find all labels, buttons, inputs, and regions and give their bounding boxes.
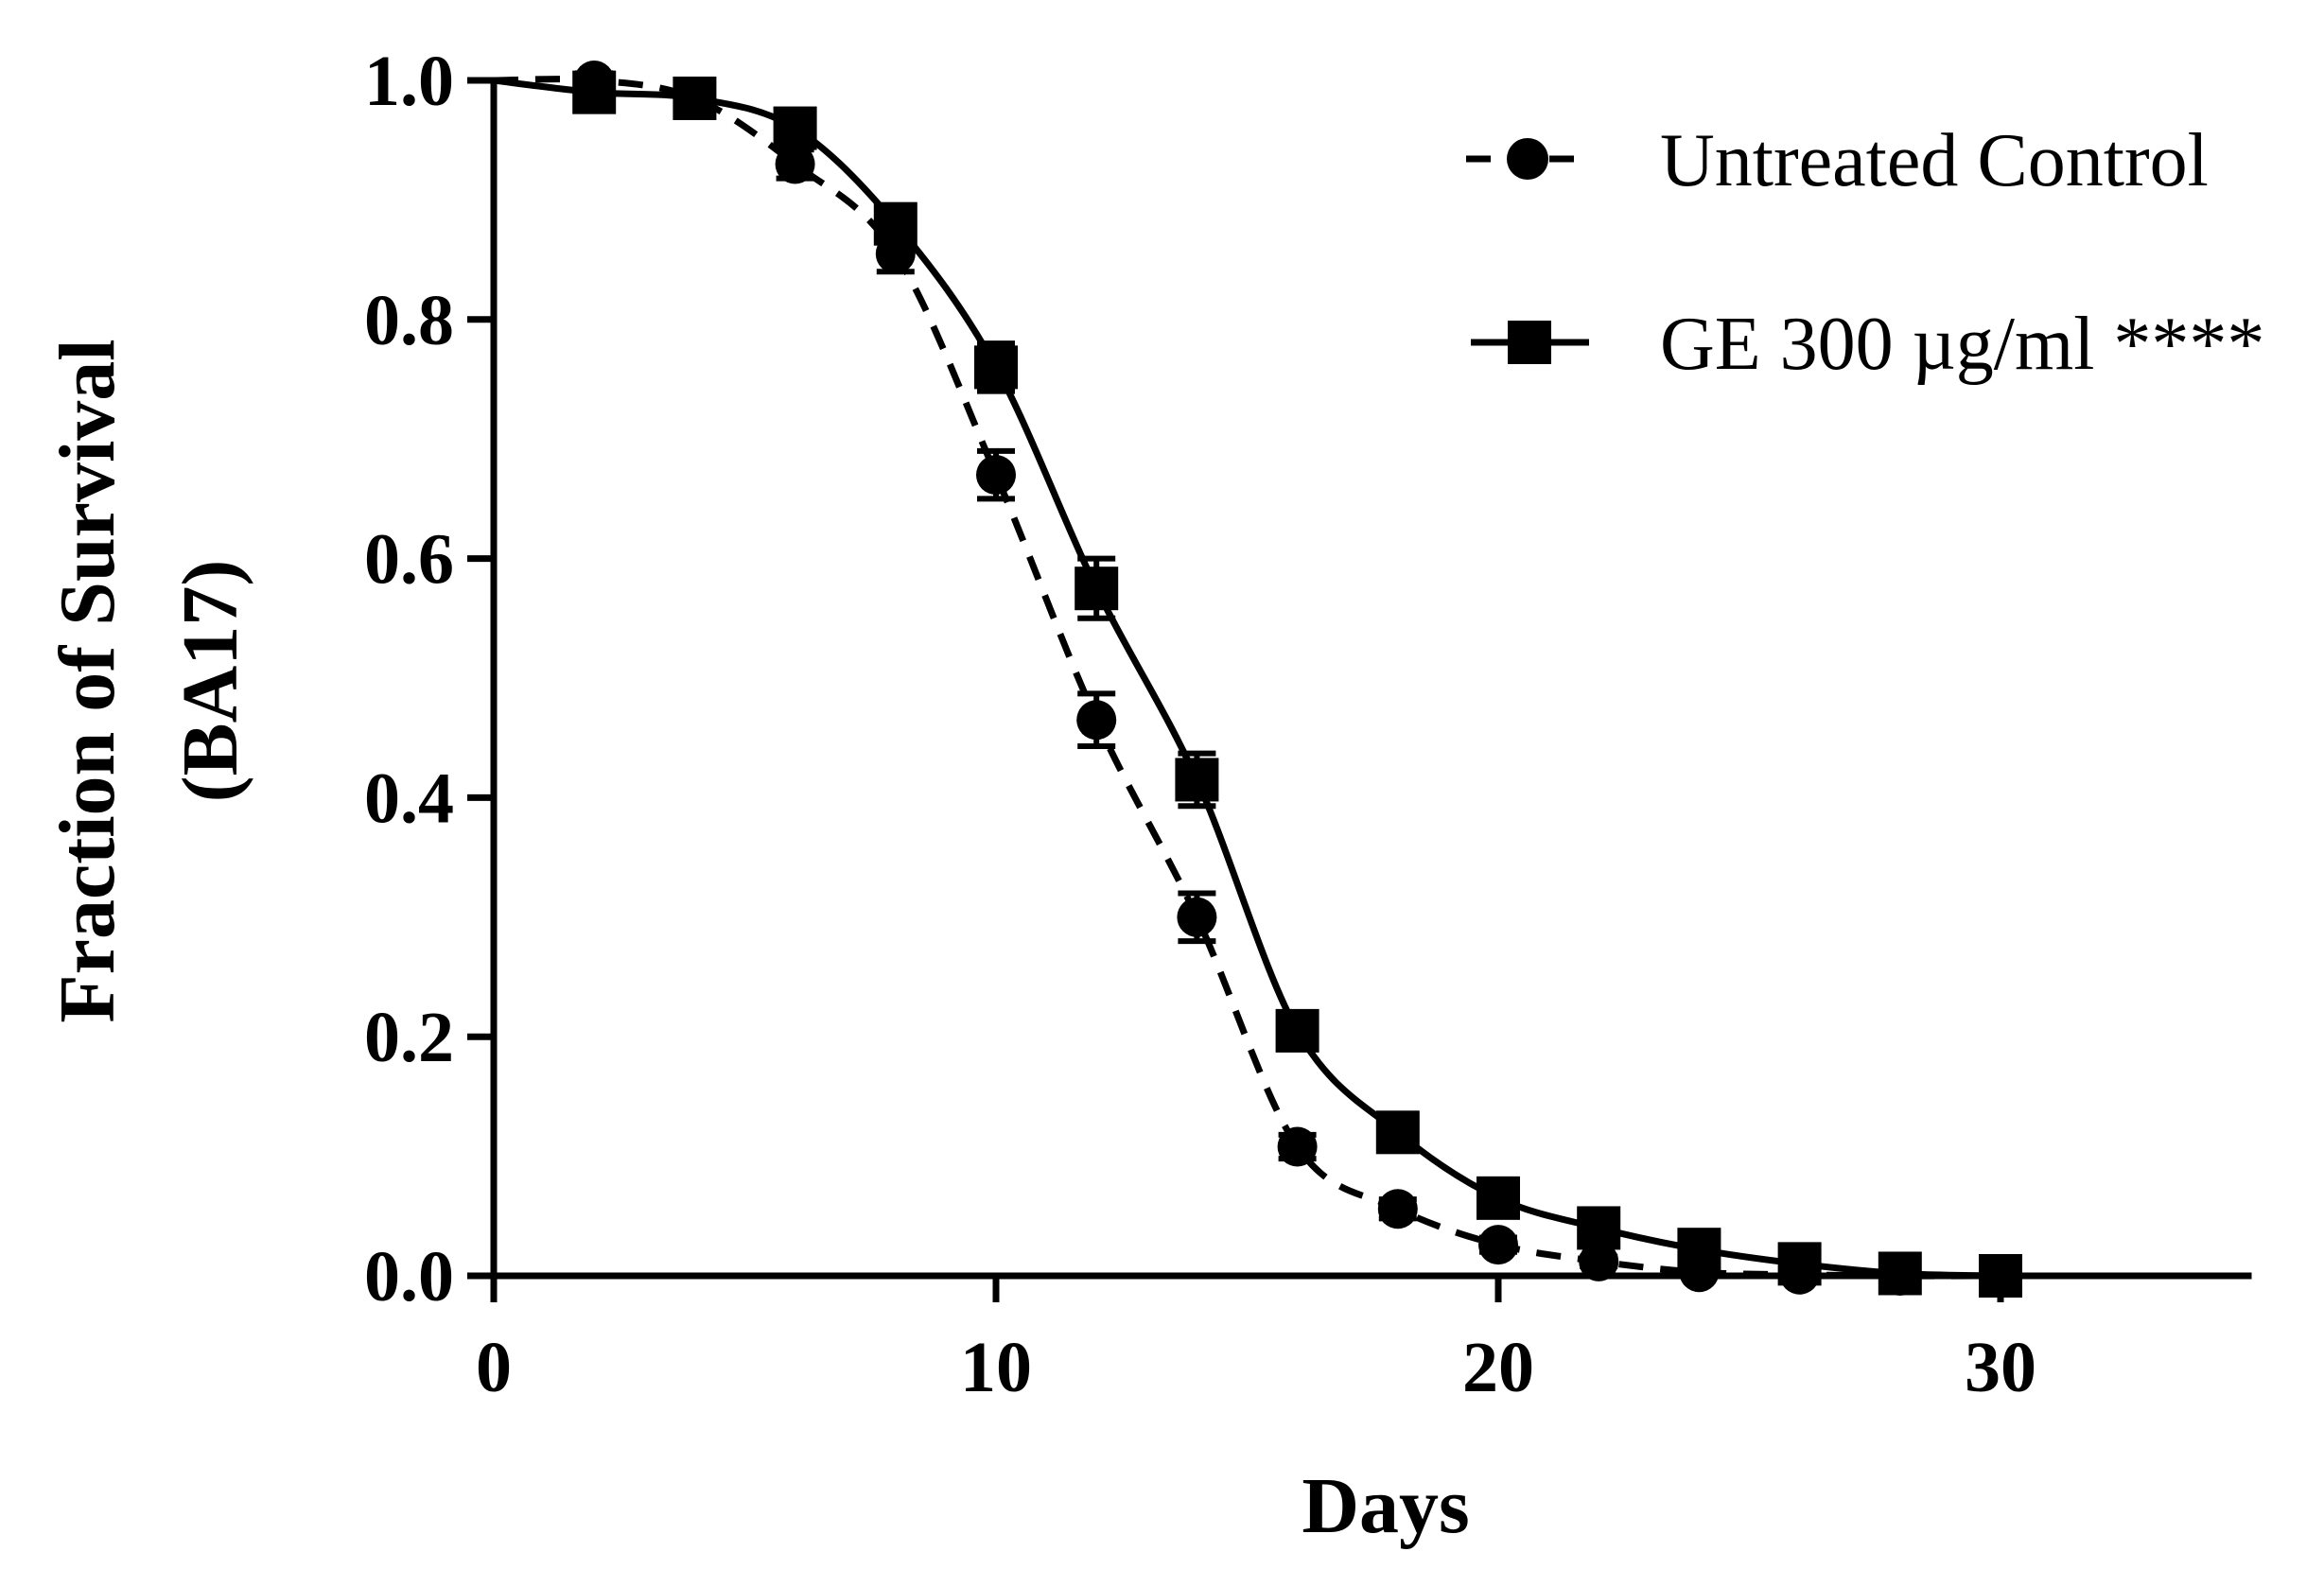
data-point bbox=[1277, 1126, 1318, 1167]
x-tick-label: 30 bbox=[1965, 1328, 2036, 1407]
y-axis-title-line1: Fraction of Survival bbox=[44, 339, 131, 1022]
y-ticks: 0.0 0.2 0.4 0.6 0.8 1.0 bbox=[364, 42, 494, 1316]
data-point bbox=[673, 76, 717, 120]
series-line bbox=[493, 77, 2001, 1280]
y-tick-label: 0.4 bbox=[364, 758, 454, 838]
data-point bbox=[976, 455, 1016, 496]
data-point bbox=[1275, 1008, 1319, 1053]
y-tick-label: 0.2 bbox=[364, 998, 454, 1077]
legend-label-untreated-control: Untreated Control bbox=[1660, 119, 2209, 202]
axes: 0 10 20 30 0.0 0.2 0.4 0.6 0.8 1.0 bbox=[364, 42, 2252, 1407]
series-line bbox=[493, 76, 2001, 1280]
x-ticks: 0 10 20 30 bbox=[476, 1276, 2036, 1407]
data-point bbox=[1375, 1110, 1420, 1155]
x-tick-label: 10 bbox=[960, 1328, 1032, 1407]
data-point bbox=[1777, 1242, 1822, 1286]
data-point bbox=[1477, 1176, 1520, 1220]
data-point bbox=[775, 144, 815, 184]
series-ge-300 bbox=[493, 70, 2022, 1298]
data-point bbox=[1979, 1254, 2022, 1298]
data-point bbox=[1177, 897, 1217, 937]
y-axis-title: Fraction of Survival (BA17) bbox=[44, 339, 254, 1022]
y-tick-label: 1.0 bbox=[364, 42, 454, 121]
data-point bbox=[1076, 700, 1117, 741]
data-point bbox=[1577, 1206, 1621, 1250]
legend-item-ge-300: GE 300 µg/ml **** bbox=[1471, 303, 2264, 386]
series-layer bbox=[493, 61, 2022, 1298]
data-point bbox=[1677, 1228, 1721, 1272]
y-tick-label: 0.0 bbox=[364, 1237, 454, 1316]
data-point bbox=[974, 345, 1018, 390]
x-tick-label: 0 bbox=[476, 1328, 512, 1407]
x-tick-label: 20 bbox=[1462, 1328, 1534, 1407]
y-tick-label: 0.8 bbox=[364, 281, 454, 360]
data-point bbox=[1878, 1251, 1922, 1296]
series-untreated-control bbox=[493, 61, 2020, 1296]
legend-item-untreated-control: Untreated Control bbox=[1466, 119, 2209, 202]
data-point bbox=[572, 70, 617, 114]
legend-marker-ge-300 bbox=[1508, 321, 1551, 364]
legend-label-ge-300: GE 300 µg/ml **** bbox=[1660, 303, 2264, 386]
x-axis-title: Days bbox=[1302, 1462, 1469, 1550]
data-point bbox=[1075, 567, 1119, 611]
y-tick-label: 0.6 bbox=[364, 520, 454, 600]
data-point bbox=[773, 106, 817, 150]
legend-marker-untreated-control bbox=[1507, 138, 1548, 180]
data-point bbox=[1579, 1241, 1619, 1281]
data-point bbox=[1377, 1189, 1418, 1229]
data-point bbox=[1478, 1225, 1518, 1265]
legend: Untreated Control GE 300 µg/ml **** bbox=[1466, 119, 2264, 386]
data-point bbox=[1175, 758, 1219, 802]
y-axis-title-line2: (BA17) bbox=[166, 560, 254, 803]
data-point bbox=[873, 201, 917, 246]
